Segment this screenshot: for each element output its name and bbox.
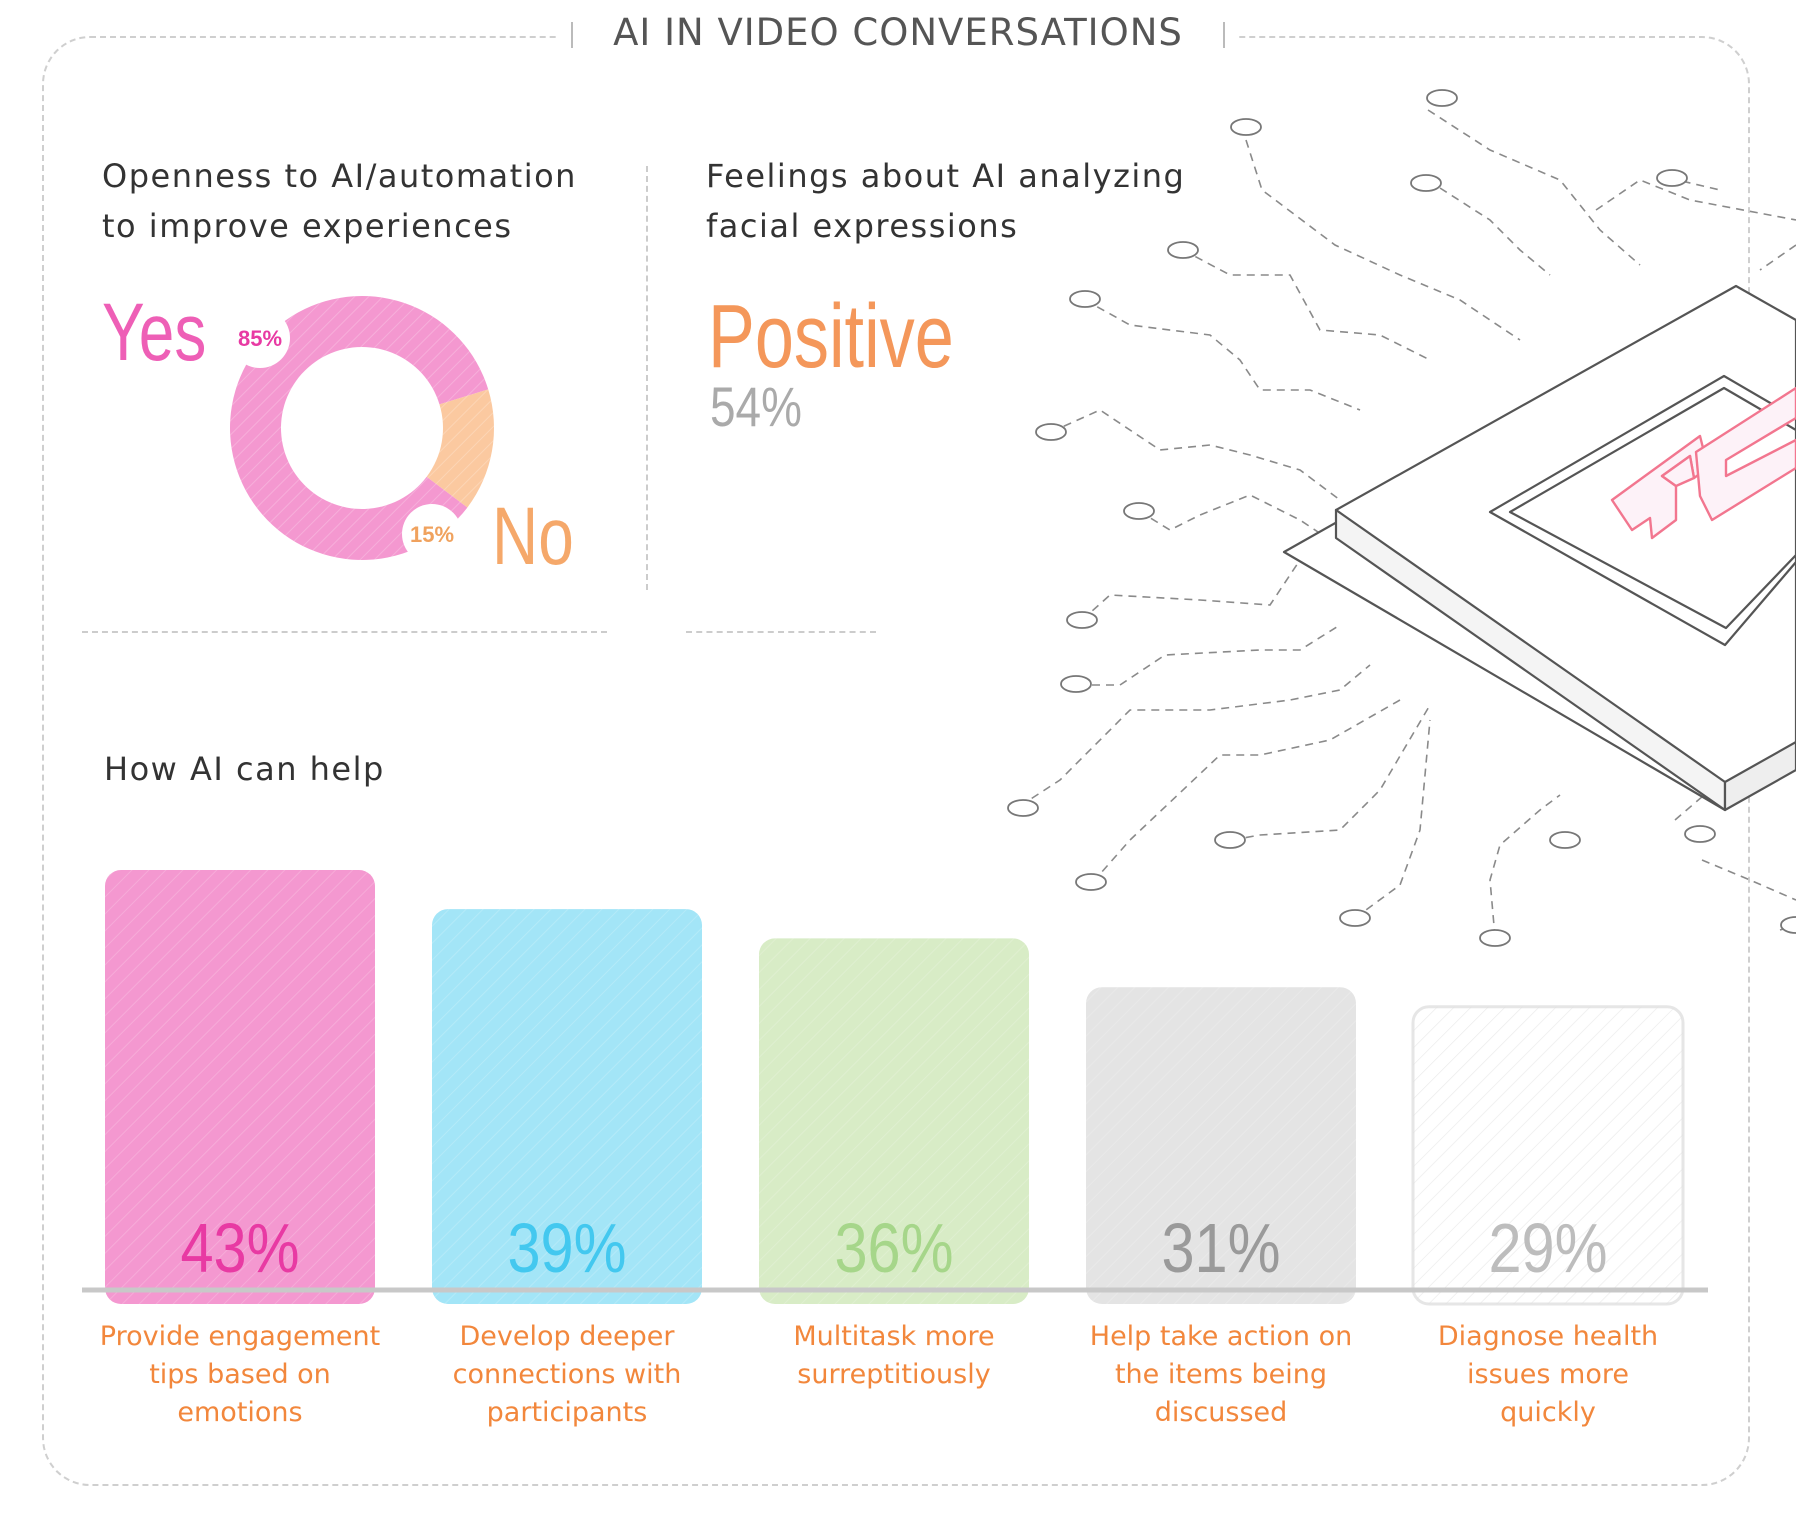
bar-category-label: Diagnose health issues more quickly xyxy=(1398,1318,1698,1432)
feelings-heading: Feelings about AI analyzing facial expre… xyxy=(706,157,1186,245)
bar-category-label-line: the items being xyxy=(1114,1359,1328,1390)
bar-category-label: Provide engagement tips based on emotions xyxy=(90,1318,390,1432)
bar-category-label-line: tips based on xyxy=(149,1359,331,1390)
yes-label: Yes xyxy=(102,287,207,378)
bar-category-label-line: Provide engagement xyxy=(99,1321,381,1352)
donut-value-label: 85% xyxy=(238,326,282,351)
bar-category-label-line: discussed xyxy=(1154,1397,1288,1428)
page-title: AI IN VIDEO CONVERSATIONS xyxy=(557,6,1239,60)
no-label: No xyxy=(492,491,574,582)
openness-heading: Openness to AI/automation to improve exp… xyxy=(102,157,577,245)
bar-value-label: 36% xyxy=(834,1208,953,1287)
positive-value: 54% xyxy=(710,375,802,438)
bar-category-label-line: participants xyxy=(486,1397,648,1428)
section-divider-vertical xyxy=(646,166,648,590)
help-heading: How AI can help xyxy=(104,750,385,788)
donut-label-badge xyxy=(230,308,290,368)
donut-slice-no-hatch xyxy=(426,389,495,508)
bar-category-label: Help take action on the items being discus… xyxy=(1071,1318,1371,1432)
chip-ai-icon xyxy=(1610,386,1796,540)
bar-category-label-line: emotions xyxy=(177,1397,303,1428)
bar-category-label-line: quickly xyxy=(1500,1397,1596,1428)
donut-value-label: 15% xyxy=(410,522,454,547)
bar-hatch xyxy=(1413,1006,1683,1304)
section-divider-horizontal xyxy=(82,631,607,633)
bar-category-label: Develop deeper connections with participan… xyxy=(417,1318,717,1432)
positive-label: Positive xyxy=(708,287,954,387)
circuit-pads xyxy=(1007,89,1796,947)
bar-category-label-line: Diagnose health xyxy=(1437,1321,1659,1352)
bar-category-label-line: issues more xyxy=(1467,1359,1629,1390)
donut-label-badge xyxy=(402,504,462,564)
frame-gap xyxy=(1754,975,1756,1415)
bar-hatch xyxy=(759,938,1029,1304)
section-divider-horizontal xyxy=(686,631,876,633)
bar-hatch xyxy=(432,909,702,1304)
bar-value-label: 29% xyxy=(1488,1208,1607,1287)
bar-category-label-line: Multitask more xyxy=(793,1321,995,1352)
donut-slice-yes-hatch xyxy=(230,295,489,560)
bar-category-label-line: surreptitiously xyxy=(797,1359,991,1390)
bar-hatch xyxy=(1086,987,1356,1304)
bar-category-label-line: Help take action on xyxy=(1089,1321,1353,1352)
bar-value-label: 31% xyxy=(1161,1208,1280,1287)
bar-hatch xyxy=(105,870,375,1304)
bar-category-label-line: connections with xyxy=(452,1359,682,1390)
bar-value-label: 39% xyxy=(507,1208,626,1287)
bar-category-label-line: Develop deeper xyxy=(459,1321,675,1352)
bar-value-label: 43% xyxy=(180,1208,299,1287)
bar-category-label: Multitask more surreptitiously xyxy=(744,1318,1044,1394)
